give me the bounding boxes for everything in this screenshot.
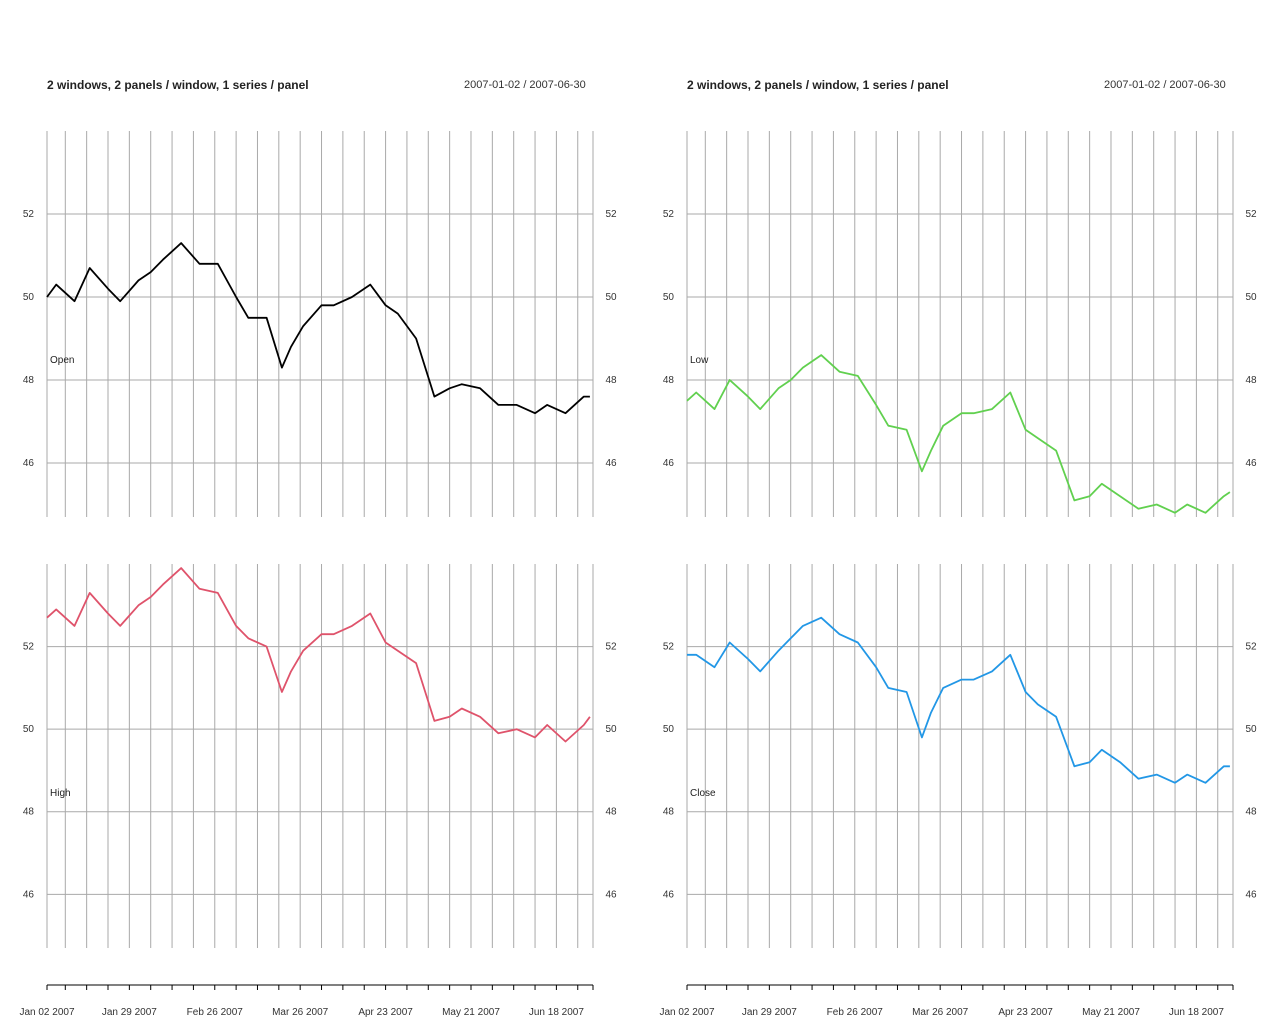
x-tick-label: Apr 23 2007 [998,1007,1053,1018]
y-tick-label-right: 46 [605,458,617,469]
window-date-range: 2007-01-02 / 2007-06-30 [1104,79,1226,91]
y-tick-label-right: 52 [605,642,617,653]
y-tick-label-right: 46 [1245,889,1257,900]
x-tick-label: Jan 29 2007 [102,1007,157,1018]
y-tick-label-left: 52 [663,642,675,653]
y-tick-label-left: 46 [23,458,35,469]
chart-panel-2-bottom: 46 46 48 48 50 50 52 52 Close [663,564,1257,948]
chart-panel-2-top: 46 46 48 48 50 50 52 52 Low [663,131,1257,517]
series-label-high: High [50,788,71,799]
series-line-open [46,242,590,415]
x-tick-label: Feb 26 2007 [187,1007,244,1018]
window-2: 2 windows, 2 panels / window, 1 series /… [640,0,1280,1024]
x-axis-window-1: Jan 02 2007 Jan 29 2007 Feb 26 2007 Mar 26 … [19,984,594,1018]
window-title: 2 windows, 2 panels / window, 1 series /… [47,78,309,92]
y-tick-label-left: 48 [23,807,35,818]
series-label-close: Close [690,788,716,799]
y-tick-label-left: 50 [663,724,675,735]
x-tick-label: Mar 26 2007 [272,1007,329,1018]
y-tick-label-left: 46 [663,889,675,900]
y-tick-label-left: 48 [663,375,675,386]
chart-panel-1-bottom: 46 46 48 48 50 50 52 52 High [23,564,617,948]
y-tick-label-right: 50 [1245,292,1257,303]
x-tick-label: Jun 18 2007 [1169,1007,1224,1018]
x-tick-label: Jun 18 2007 [529,1007,584,1018]
series-label-open: Open [50,355,74,366]
window-1: 2 windows, 2 panels / window, 1 series /… [47,78,586,92]
x-tick-label: Jan 02 2007 [19,1007,74,1018]
chart-panel-1-top: 46 46 48 48 50 50 52 52 Open [23,131,617,517]
y-tick-label-right: 52 [605,209,617,220]
window-date-range: 2007-01-02 / 2007-06-30 [464,79,586,91]
x-tick-label: Feb 26 2007 [827,1007,884,1018]
y-tick-label-left: 48 [23,375,35,386]
series-line-low [686,354,1231,514]
x-tick-label: May 21 2007 [1082,1007,1140,1018]
y-tick-label-right: 46 [605,889,617,900]
y-tick-label-left: 50 [23,724,35,735]
x-tick-label: Apr 23 2007 [358,1007,413,1018]
y-tick-label-left: 48 [663,807,675,818]
y-tick-label-right: 50 [605,724,617,735]
x-axis-window-2: Jan 02 2007 Jan 29 2007 Feb 26 2007 Mar 26 … [659,984,1234,1018]
y-tick-label-left: 46 [23,889,35,900]
x-tick-label: Jan 29 2007 [742,1007,797,1018]
x-tick-label: May 21 2007 [442,1007,500,1018]
y-tick-label-left: 46 [663,458,675,469]
y-tick-label-right: 52 [1245,209,1257,220]
y-tick-label-right: 48 [605,807,617,818]
y-tick-label-right: 48 [1245,375,1257,386]
y-tick-label-right: 52 [1245,642,1257,653]
x-tick-label: Mar 26 2007 [912,1007,969,1018]
series-line-close [687,616,1230,784]
y-tick-label-right: 48 [605,375,617,386]
y-tick-label-right: 46 [1245,458,1257,469]
x-tick-label: Jan 02 2007 [659,1007,714,1018]
y-tick-label-left: 50 [23,292,35,303]
y-tick-label-left: 50 [663,292,675,303]
series-line-high [46,567,591,743]
y-tick-label-left: 52 [663,209,675,220]
series-label-low: Low [690,355,709,366]
window-title: 2 windows, 2 panels / window, 1 series /… [687,78,949,92]
y-tick-label-right: 48 [1245,807,1257,818]
y-tick-label-right: 50 [1245,724,1257,735]
y-tick-label-right: 50 [605,292,617,303]
y-tick-label-left: 52 [23,209,35,220]
y-tick-label-left: 52 [23,642,35,653]
